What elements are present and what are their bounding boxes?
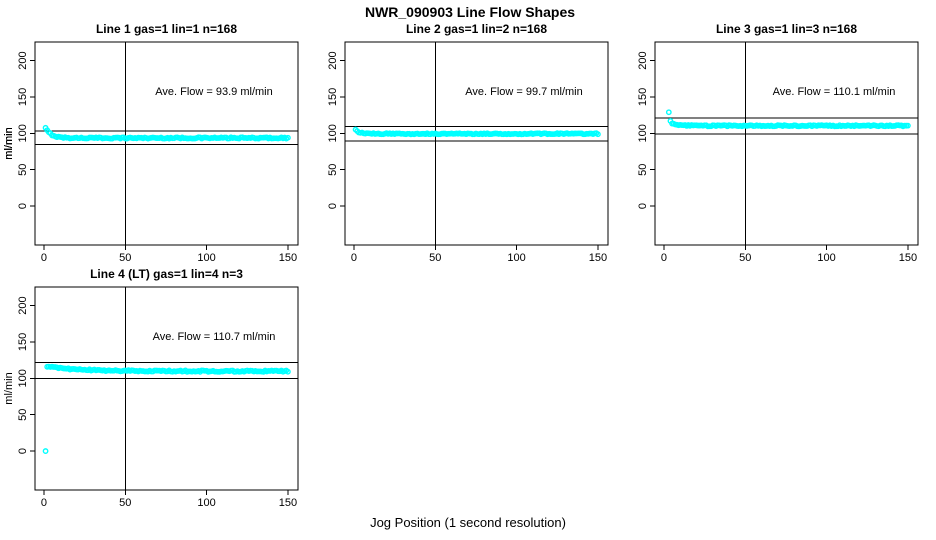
panel-3-ave-flow-annotation: Ave. Flow = 110.1 ml/min	[773, 86, 896, 98]
y-tick-label: 150	[637, 88, 649, 106]
y-tick-label: 100	[327, 124, 339, 142]
x-tick-label: 0	[351, 252, 357, 264]
x-tick-label: 100	[197, 497, 215, 509]
x-tick-label: 100	[197, 252, 215, 264]
x-tick-label: 150	[899, 252, 917, 264]
plot-box	[34, 41, 299, 246]
y-axis-title: ml/min	[3, 127, 15, 159]
x-tick-label: 100	[507, 252, 525, 264]
x-tick-label: 50	[429, 252, 441, 264]
y-tick-label: 200	[17, 51, 29, 69]
plot-box	[654, 41, 919, 246]
x-tick-label: 0	[41, 497, 47, 509]
y-axis-title: ml/min	[3, 127, 15, 159]
y-tick-label: 50	[17, 164, 29, 176]
y-tick-label: 50	[17, 409, 29, 421]
y-tick-label: 150	[17, 88, 29, 106]
panel-line-4: 0 50 100 150 0 50 100 150 200 ml/min	[3, 286, 299, 509]
x-tick-label: 150	[279, 252, 297, 264]
panel-line-3: 0 50 100 150 0 50 100 150 200 ml/min	[3, 41, 919, 264]
data-point	[905, 122, 911, 129]
x-tick-label: 50	[119, 252, 131, 264]
plot-box	[344, 41, 609, 246]
y-tick-label: 50	[327, 164, 339, 176]
y-tick-label: 0	[327, 203, 339, 209]
data-point	[42, 448, 49, 454]
y-tick-label: 200	[637, 51, 649, 69]
y-tick-label: 100	[17, 369, 29, 387]
panel-3-title: Line 3 gas=1 lin=3 n=168	[716, 22, 857, 36]
y-tick-label: 150	[327, 88, 339, 106]
x-tick-label: 50	[119, 497, 131, 509]
data-point	[285, 134, 291, 141]
x-tick-label: 150	[589, 252, 607, 264]
y-tick-label: 0	[637, 203, 649, 209]
data-point	[595, 131, 601, 138]
x-tick-label: 50	[739, 252, 751, 264]
panel-4-ave-flow-annotation: Ave. Flow = 110.7 ml/min	[153, 331, 276, 343]
y-tick-label: 150	[17, 333, 29, 351]
x-tick-label: 150	[279, 497, 297, 509]
panel-1-title: Line 1 gas=1 lin=1 n=168	[96, 22, 237, 36]
figure-title: NWR_090903 Line Flow Shapes	[365, 4, 575, 20]
x-tick-label: 0	[41, 252, 47, 264]
data-point	[285, 368, 291, 375]
panel-line-2: 0 50 100 150 0 50 100 150 200 ml/min	[3, 41, 609, 264]
panel-1-ave-flow-annotation: Ave. Flow = 93.9 ml/min	[155, 86, 272, 98]
data-point	[665, 109, 672, 116]
y-tick-label: 200	[17, 296, 29, 314]
x-tick-label: 0	[661, 252, 667, 264]
x-axis-title: Jog Position (1 second resolution)	[370, 515, 566, 530]
panel-2-title: Line 2 gas=1 lin=2 n=168	[406, 22, 547, 36]
y-tick-label: 200	[327, 51, 339, 69]
y-tick-label: 100	[637, 124, 649, 142]
y-axis-title: ml/min	[3, 372, 15, 404]
plot-box	[34, 286, 299, 491]
y-tick-label: 0	[17, 203, 29, 209]
panel-4-title: Line 4 (LT) gas=1 lin=4 n=3	[90, 267, 243, 281]
panel-2-ave-flow-annotation: Ave. Flow = 99.7 ml/min	[465, 86, 582, 98]
panel-line-1: 0 50 100 150 0 50 100 150 200 ml/min	[3, 41, 299, 264]
y-tick-label: 50	[637, 164, 649, 176]
y-tick-label: 0	[17, 448, 29, 454]
y-axis-title: ml/min	[3, 127, 15, 159]
y-tick-label: 100	[17, 124, 29, 142]
x-tick-label: 100	[817, 252, 835, 264]
